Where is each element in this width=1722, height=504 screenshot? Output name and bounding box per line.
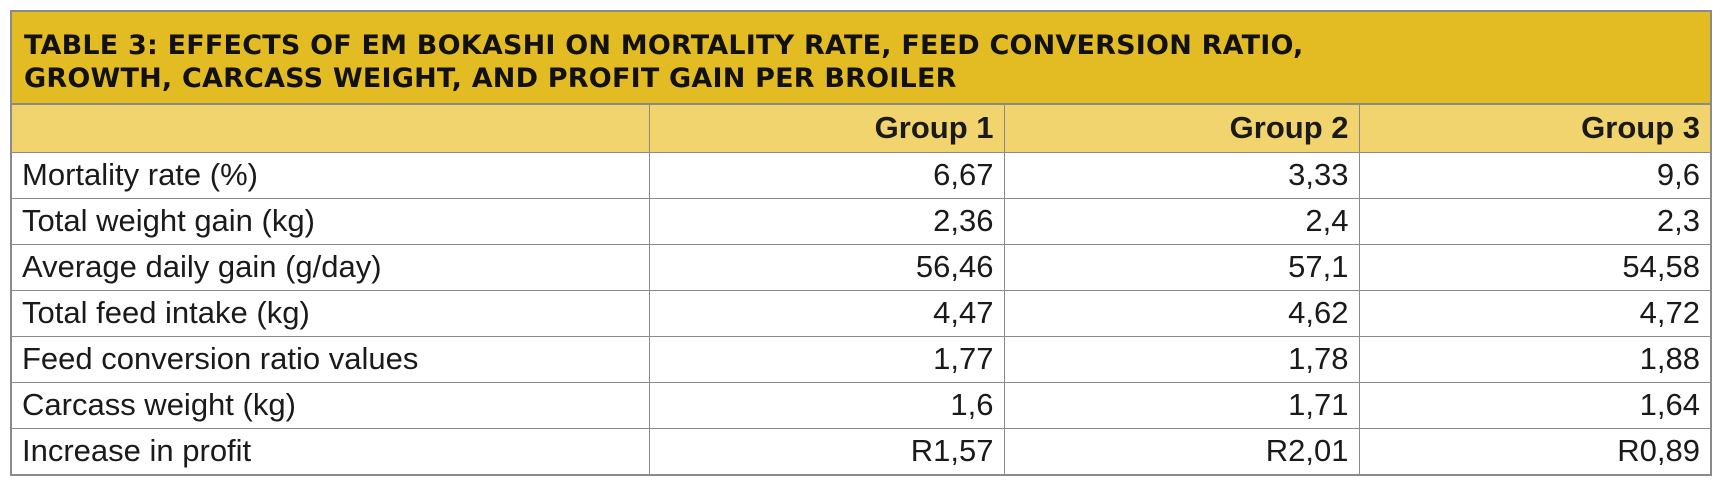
table-row: Average daily gain (g/day) 56,46 57,1 54…	[12, 243, 1710, 291]
cell-group-3: 1,64	[1358, 381, 1710, 429]
cell-group-1: 6,67	[648, 151, 1005, 199]
row-label: Mortality rate (%)	[12, 151, 650, 199]
table-row: Increase in profit R1,57 R2,01 R0,89	[12, 427, 1710, 474]
cell-group-3: 4,72	[1358, 289, 1710, 337]
cell-group-1: R1,57	[648, 427, 1005, 474]
table-row: Total feed intake (kg) 4,47 4,62 4,72	[12, 289, 1710, 337]
table-row: Total weight gain (kg) 2,36 2,4 2,3	[12, 197, 1710, 245]
header-cell-empty	[12, 105, 650, 153]
cell-group-3: R0,89	[1358, 427, 1710, 474]
data-table-container: TABLE 3: EFFECTS OF EM BOKASHI ON MORTAL…	[10, 10, 1712, 476]
cell-group-1: 1,6	[648, 381, 1005, 429]
cell-group-2: 57,1	[1003, 243, 1360, 291]
cell-group-1: 1,77	[648, 335, 1005, 383]
data-table: Group 1 Group 2 Group 3 Mortality rate (…	[12, 105, 1710, 474]
header-cell-group-2: Group 2	[1003, 105, 1360, 153]
cell-group-3: 9,6	[1358, 151, 1710, 199]
row-label: Increase in profit	[12, 427, 650, 474]
cell-group-3: 54,58	[1358, 243, 1710, 291]
cell-group-2: 1,71	[1003, 381, 1360, 429]
row-label: Average daily gain (g/day)	[12, 243, 650, 291]
header-cell-group-3: Group 3	[1358, 105, 1710, 153]
table-title-line-1: TABLE 3: EFFECTS OF EM BOKASHI ON MORTAL…	[24, 30, 1304, 61]
cell-group-2: 1,78	[1003, 335, 1360, 383]
table-title-bar: TABLE 3: EFFECTS OF EM BOKASHI ON MORTAL…	[12, 12, 1710, 105]
cell-group-1: 4,47	[648, 289, 1005, 337]
row-label: Carcass weight (kg)	[12, 381, 650, 429]
cell-group-2: R2,01	[1003, 427, 1360, 474]
header-cell-group-1: Group 1	[648, 105, 1005, 153]
cell-group-3: 1,88	[1358, 335, 1710, 383]
header-row: Group 1 Group 2 Group 3	[12, 105, 1710, 153]
table-row: Carcass weight (kg) 1,6 1,71 1,64	[12, 381, 1710, 429]
table-row: Feed conversion ratio values 1,77 1,78 1…	[12, 335, 1710, 383]
cell-group-3: 2,3	[1358, 197, 1710, 245]
cell-group-1: 56,46	[648, 243, 1005, 291]
row-label: Feed conversion ratio values	[12, 335, 650, 383]
row-label: Total weight gain (kg)	[12, 197, 650, 245]
table-title-line-2: GROWTH, CARCASS WEIGHT, AND PROFIT GAIN …	[24, 63, 957, 94]
cell-group-2: 3,33	[1003, 151, 1360, 199]
row-label: Total feed intake (kg)	[12, 289, 650, 337]
cell-group-1: 2,36	[648, 197, 1005, 245]
table-row: Mortality rate (%) 6,67 3,33 9,6	[12, 151, 1710, 199]
cell-group-2: 2,4	[1003, 197, 1360, 245]
cell-group-2: 4,62	[1003, 289, 1360, 337]
